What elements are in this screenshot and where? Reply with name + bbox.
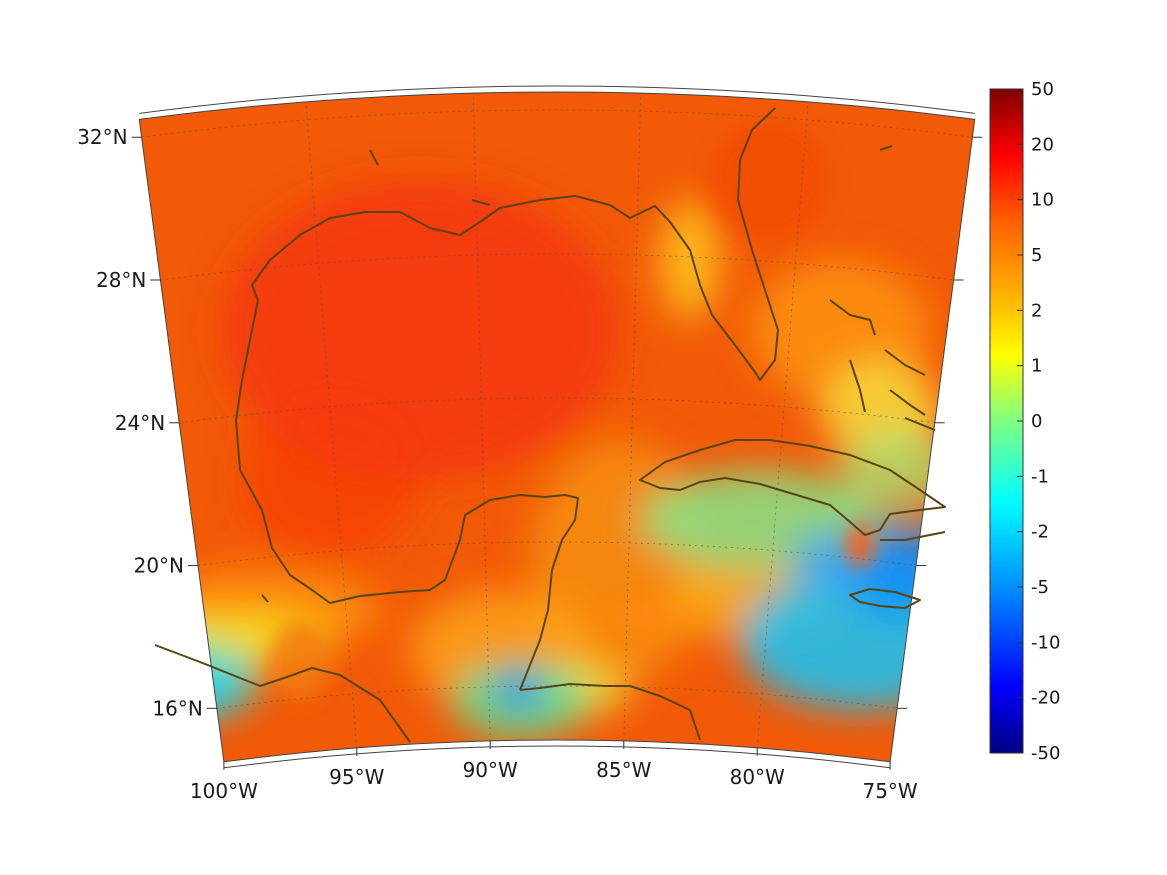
colorbar-tick-label: 0 bbox=[1031, 411, 1042, 432]
hispaniola-coastline bbox=[880, 531, 946, 541]
colorbar-tick-label: -5 bbox=[1031, 577, 1049, 598]
parallel-line bbox=[141, 109, 973, 138]
parallel-line bbox=[197, 541, 917, 566]
jamaica-coastline bbox=[849, 588, 921, 609]
colorbar-tick-label: -50 bbox=[1031, 743, 1060, 764]
lon-tick-label: 95°W bbox=[329, 765, 384, 789]
lat-tick-label: 20°N bbox=[134, 554, 184, 578]
honduras-coastline bbox=[519, 683, 701, 741]
lat-tick-label: 16°N bbox=[152, 696, 202, 720]
map-frame bbox=[138, 85, 976, 769]
lat-tick-label: 32°N bbox=[77, 125, 127, 149]
latitude-labels: 16°N 20°N 24°N 28°N 32°N bbox=[77, 125, 983, 720]
small-islands bbox=[261, 145, 893, 603]
colorbar-tick-label: 50 bbox=[1031, 79, 1054, 100]
lon-tick-label: 100°W bbox=[190, 779, 258, 803]
parallel-line bbox=[160, 253, 954, 281]
longitude-labels: 100°W 95°W 90°W 85°W 80°W 75°W bbox=[190, 740, 918, 803]
lon-tick-label: 90°W bbox=[463, 758, 518, 782]
yucatan-coastline bbox=[329, 494, 579, 691]
graticule bbox=[141, 93, 973, 748]
frame-inner bbox=[138, 91, 976, 763]
gulf-coastline bbox=[235, 107, 779, 604]
meridian-line bbox=[472, 93, 491, 741]
meridian-line bbox=[756, 101, 809, 748]
coastlines bbox=[154, 107, 946, 743]
colorbar-tick-label: 20 bbox=[1031, 134, 1054, 155]
bahamas-islands bbox=[829, 299, 936, 431]
central-america-coastline bbox=[154, 644, 411, 743]
colorbar-tick-label: 2 bbox=[1031, 300, 1042, 321]
lat-tick-label: 24°N bbox=[115, 411, 165, 435]
lon-tick-label: 80°W bbox=[730, 765, 785, 789]
colorbar-tick-label: -2 bbox=[1031, 522, 1049, 543]
lat-tick-label: 28°N bbox=[96, 268, 146, 292]
frame-outer-bottom bbox=[223, 745, 891, 769]
colorbar-tick-label: 10 bbox=[1031, 190, 1054, 211]
colorbar-tick-label: -1 bbox=[1031, 466, 1049, 487]
colorbar-tick-label: -10 bbox=[1031, 632, 1060, 653]
meridian-line bbox=[623, 93, 642, 741]
colorbar-tick-label: -20 bbox=[1031, 688, 1060, 709]
lon-tick-label: 75°W bbox=[862, 779, 917, 803]
parallel-line bbox=[179, 397, 935, 424]
frame-outer-top bbox=[139, 85, 975, 114]
colorbar-tick-label: 1 bbox=[1031, 356, 1042, 377]
cuba-coastline bbox=[639, 439, 946, 536]
meridian-line bbox=[305, 101, 358, 748]
colorbar-tick-label: 5 bbox=[1031, 245, 1042, 266]
lon-tick-label: 85°W bbox=[596, 758, 651, 782]
